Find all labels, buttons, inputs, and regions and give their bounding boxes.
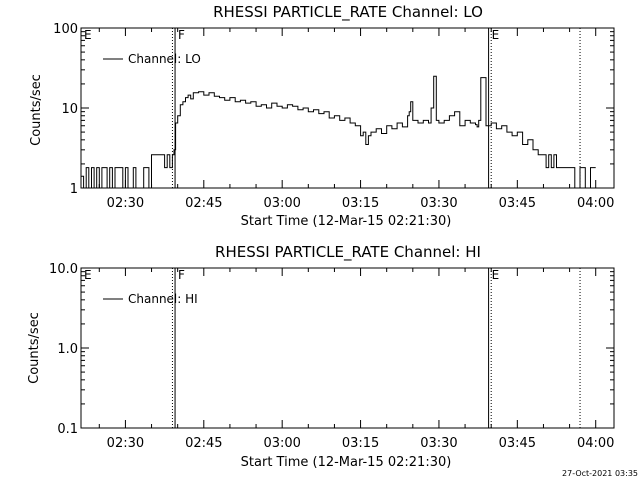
x-tick-label: 03:30: [420, 196, 457, 211]
x-tick-label: 03:45: [499, 196, 536, 211]
x-axis-label: Start Time (12-Mar-15 02:21:30): [241, 214, 452, 229]
panel-channel-lo: RHESSI PARTICLE_RATE Channel: LO Counts/…: [29, 3, 615, 229]
legend-label: Channel: LO: [128, 52, 201, 66]
panel-channel-hi: RHESSI PARTICLE_RATE Channel: HI Counts/…: [27, 243, 615, 470]
x-tick-label: 03:45: [499, 436, 536, 451]
x-tick-label: 02:30: [107, 436, 144, 451]
marker-label: E: [84, 28, 92, 42]
y-tick-label: 0.1: [57, 422, 78, 437]
x-tick-label: 02:45: [185, 436, 222, 451]
x-tick-label: 03:00: [263, 196, 300, 211]
y-axis-label: Counts/sec: [29, 74, 44, 146]
marker-label: F: [178, 28, 185, 42]
x-tick-label: 02:45: [185, 196, 222, 211]
marker-label: F: [178, 268, 185, 282]
y-tick-label: 10: [61, 102, 78, 117]
x-tick-label: 03:00: [263, 436, 300, 451]
series-line-channello: [81, 75, 596, 189]
y-tick-label: 1.0: [57, 342, 78, 357]
y-tick-label: 10.0: [49, 262, 78, 277]
chart-title: RHESSI PARTICLE_RATE Channel: LO: [213, 3, 483, 22]
date-stamp: 27-Oct-2021 03:35: [562, 469, 638, 478]
y-tick-label: 100: [53, 22, 78, 37]
marker-label: E: [492, 268, 500, 282]
chart-title: RHESSI PARTICLE_RATE Channel: HI: [215, 243, 481, 262]
x-tick-label: 04:00: [577, 196, 614, 211]
x-tick-label: 02:30: [107, 196, 144, 211]
marker-label: E: [492, 28, 500, 42]
x-tick-label: 03:30: [420, 436, 457, 451]
y-axis-label: Counts/sec: [27, 312, 42, 384]
legend-label: Channel: HI: [128, 292, 198, 306]
marker-label: E: [84, 268, 92, 282]
x-tick-label: 03:15: [342, 196, 379, 211]
y-tick-label: 1: [70, 182, 78, 197]
x-tick-label: 03:15: [342, 436, 379, 451]
x-axis-label: Start Time (12-Mar-15 02:21:30): [241, 455, 452, 470]
x-tick-label: 04:00: [577, 436, 614, 451]
